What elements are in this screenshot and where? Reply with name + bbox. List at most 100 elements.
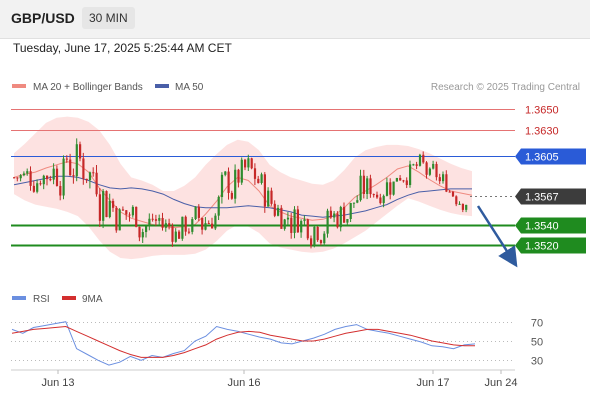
- candle-body: [263, 174, 266, 207]
- candle-body: [131, 206, 134, 216]
- candle-body: [13, 177, 16, 179]
- candle-body: [32, 185, 35, 192]
- candle-body: [415, 164, 418, 166]
- rsi-tick-70: 70: [531, 318, 543, 330]
- candle-body: [412, 164, 415, 166]
- candle-body: [270, 190, 273, 204]
- candle-body: [161, 217, 164, 228]
- candle-body: [319, 240, 323, 244]
- candle-body: [247, 158, 250, 168]
- candle-body: [372, 194, 375, 196]
- candle-body: [267, 190, 270, 207]
- candle-body: [128, 214, 131, 216]
- candle-body: [310, 238, 313, 246]
- candle-body: [52, 168, 55, 180]
- rsi-tick-30: 30: [531, 356, 543, 368]
- rsi-legend-label: RSI: [33, 294, 50, 305]
- candle-body: [158, 217, 161, 221]
- candle-body: [465, 204, 468, 210]
- ma20-legend-label: MA 20 + Bollinger Bands: [33, 82, 143, 93]
- candle-body: [72, 175, 75, 177]
- candle-body: [184, 216, 187, 232]
- rsi-ma-line: [11, 325, 475, 358]
- candle-body: [69, 159, 72, 176]
- candle-body: [438, 177, 441, 182]
- candle-body: [333, 213, 336, 218]
- candle-body: [224, 171, 227, 175]
- candle-body: [168, 223, 171, 226]
- candle-body: [369, 178, 372, 195]
- candle-body: [448, 191, 451, 193]
- candle-body: [118, 209, 121, 231]
- candle-body: [227, 171, 230, 193]
- candle-body: [432, 163, 435, 169]
- candle-body: [356, 200, 359, 203]
- candle-body: [39, 183, 42, 185]
- candle-body: [422, 154, 425, 163]
- candle-body: [428, 168, 431, 175]
- candle-body: [46, 175, 49, 180]
- candle-body: [389, 182, 392, 195]
- candle-body: [303, 219, 306, 221]
- candle-body: [296, 209, 299, 233]
- candle-body: [451, 191, 455, 197]
- candle-body: [135, 206, 138, 227]
- candle-body: [112, 200, 115, 208]
- candle-body: [425, 162, 428, 175]
- candle-body: [211, 223, 214, 229]
- forecast-arrow: [476, 205, 518, 268]
- candle-body: [349, 203, 352, 219]
- candle-body: [98, 194, 101, 221]
- candle-body: [359, 175, 362, 201]
- candle-body: [88, 172, 92, 181]
- candle-body: [461, 203, 464, 210]
- ma50-legend-label: MA 50: [175, 82, 204, 93]
- candle-body: [379, 197, 382, 204]
- candle-body: [280, 207, 283, 229]
- candle-body: [197, 206, 200, 218]
- candle-body: [237, 169, 240, 183]
- candle-body: [395, 177, 398, 182]
- chart-header: GBP/USD 30 MIN: [0, 0, 590, 39]
- level-label-1.3605: 1.3605: [525, 152, 559, 164]
- candle-body: [405, 180, 408, 186]
- level-label-1.3630: 1.3630: [525, 126, 559, 138]
- candle-body: [283, 219, 286, 229]
- level-label-1.3520: 1.3520: [525, 241, 559, 253]
- rsi-legend-swatch: [12, 296, 26, 300]
- candle-body: [65, 158, 68, 160]
- price-levels: 1.3650 1.3630 1.3605 1.3567 1.3540 1.3520: [11, 105, 586, 254]
- rsi-tick-50: 50: [531, 337, 543, 349]
- candle-body: [102, 191, 105, 221]
- bollinger-bands: [13, 116, 473, 260]
- level-tag-1.3605: [515, 148, 586, 165]
- ma50-legend-swatch: [155, 84, 169, 88]
- timeframe-button[interactable]: 30 MIN: [82, 7, 135, 29]
- candle-body: [253, 168, 257, 179]
- research-credit: Research © 2025 Trading Central: [431, 82, 580, 93]
- candle-body: [171, 225, 174, 242]
- rsi-ma-legend-label: 9MA: [82, 294, 103, 305]
- candle-body: [392, 181, 395, 195]
- candle-body: [435, 163, 438, 178]
- candle-body: [293, 209, 296, 233]
- candle-body: [115, 207, 118, 231]
- candle-body: [36, 183, 39, 192]
- candle-body: [59, 185, 62, 196]
- candle-body: [125, 210, 128, 215]
- candle-body: [234, 169, 237, 199]
- candle-body: [260, 174, 263, 184]
- candle-body: [442, 174, 445, 182]
- candle-body: [458, 203, 461, 205]
- candle-body: [26, 171, 29, 174]
- candle-body: [79, 144, 82, 159]
- candle-body: [42, 175, 45, 185]
- candle-body: [75, 144, 78, 177]
- currency-pair: GBP/USD: [11, 10, 75, 26]
- candle-body: [148, 218, 151, 227]
- chart-datetime: Tuesday, June 17, 2025 5:25:44 AM CET: [13, 41, 232, 55]
- candle-body: [201, 217, 204, 230]
- candle-body: [181, 216, 184, 239]
- candle-body: [376, 194, 379, 198]
